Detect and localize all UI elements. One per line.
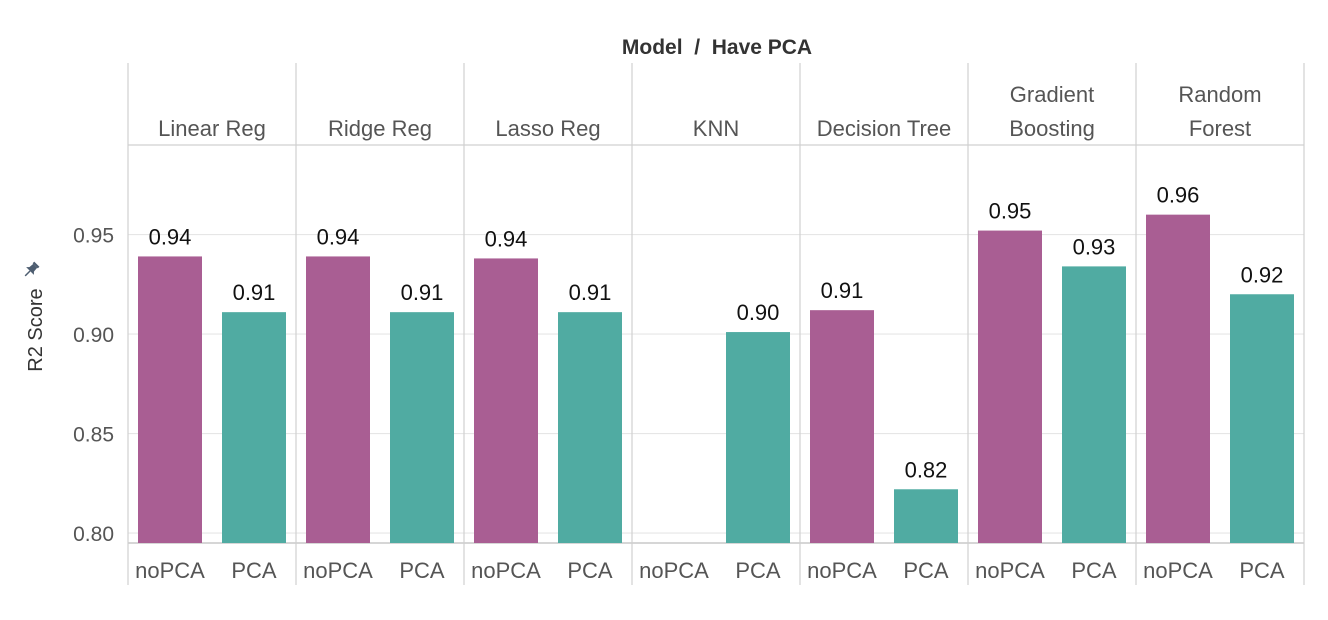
data-label: 0.94: [485, 226, 528, 251]
x-tick-label: noPCA: [807, 558, 877, 583]
x-tick-label: PCA: [399, 558, 445, 583]
column-header: Gradient: [1010, 82, 1094, 107]
data-label: 0.94: [149, 224, 192, 249]
column-headers: Linear Reg Ridge Reg Lasso Reg KNN Decision …: [158, 82, 1261, 141]
x-tick-label: noPCA: [1143, 558, 1213, 583]
column-header: Random: [1178, 82, 1261, 107]
bars: [138, 214, 1294, 543]
y-tick-label: 0.90: [73, 324, 114, 347]
y-tick-label: 0.85: [73, 424, 114, 447]
bar-nopca: [978, 230, 1042, 543]
x-tick-label: PCA: [567, 558, 613, 583]
chart-title: Model / Have PCA: [622, 36, 812, 59]
data-label: 0.95: [989, 199, 1032, 224]
data-label: 0.90: [737, 300, 780, 325]
data-label: 0.94: [317, 224, 360, 249]
data-label: 0.93: [1073, 234, 1116, 259]
x-tick-label: noPCA: [639, 558, 709, 583]
x-tick-label: noPCA: [471, 558, 541, 583]
column-header: KNN: [693, 116, 739, 141]
bar-pca: [1230, 294, 1294, 543]
pin-icon[interactable]: [20, 259, 42, 281]
bar-nopca: [138, 256, 202, 543]
x-tick-label: PCA: [1071, 558, 1117, 583]
bar-pca: [894, 489, 958, 543]
x-tick-label: PCA: [735, 558, 781, 583]
column-header: Lasso Reg: [495, 116, 600, 141]
y-axis-label: R2 Score: [25, 288, 47, 371]
y-axis-ticks: 0.80 0.85 0.90 0.95: [73, 225, 114, 546]
data-label: 0.96: [1157, 183, 1200, 208]
data-label: 0.91: [401, 280, 444, 305]
data-label: 0.82: [905, 457, 948, 482]
x-tick-label: noPCA: [975, 558, 1045, 583]
bar-nopca: [810, 310, 874, 543]
y-tick-label: 0.95: [73, 225, 114, 248]
column-header: Linear Reg: [158, 116, 266, 141]
column-header: Forest: [1189, 116, 1251, 141]
y-tick-label: 0.80: [73, 523, 114, 546]
column-header: Boosting: [1009, 116, 1095, 141]
column-header: Decision Tree: [817, 116, 952, 141]
bar-pca: [558, 312, 622, 543]
bar-nopca: [474, 258, 538, 543]
panel-borders: [127, 63, 1305, 585]
x-tick-label: PCA: [231, 558, 277, 583]
data-label: 0.91: [569, 280, 612, 305]
bar-pca: [390, 312, 454, 543]
x-tick-label: PCA: [1239, 558, 1285, 583]
gridlines: [128, 233, 1304, 534]
x-axis-ticks: noPCA PCA noPCA PCA noPCA PCA noPCA PCA noPCA PCA…: [135, 558, 1285, 583]
bar-pca: [726, 332, 790, 543]
data-label: 0.91: [233, 280, 276, 305]
x-tick-label: noPCA: [303, 558, 373, 583]
data-labels: 0.94 0.91 0.94 0.91 0.94 0.91 0.90 0.91 0.82 0.95…: [149, 183, 1284, 483]
bar-pca: [1062, 266, 1126, 543]
bar-pca: [222, 312, 286, 543]
x-tick-label: PCA: [903, 558, 949, 583]
x-tick-label: noPCA: [135, 558, 205, 583]
bar-nopca: [1146, 214, 1210, 543]
bar-nopca: [306, 256, 370, 543]
column-header: Ridge Reg: [328, 116, 432, 141]
data-label: 0.91: [821, 278, 864, 303]
data-label: 0.92: [1241, 262, 1284, 287]
